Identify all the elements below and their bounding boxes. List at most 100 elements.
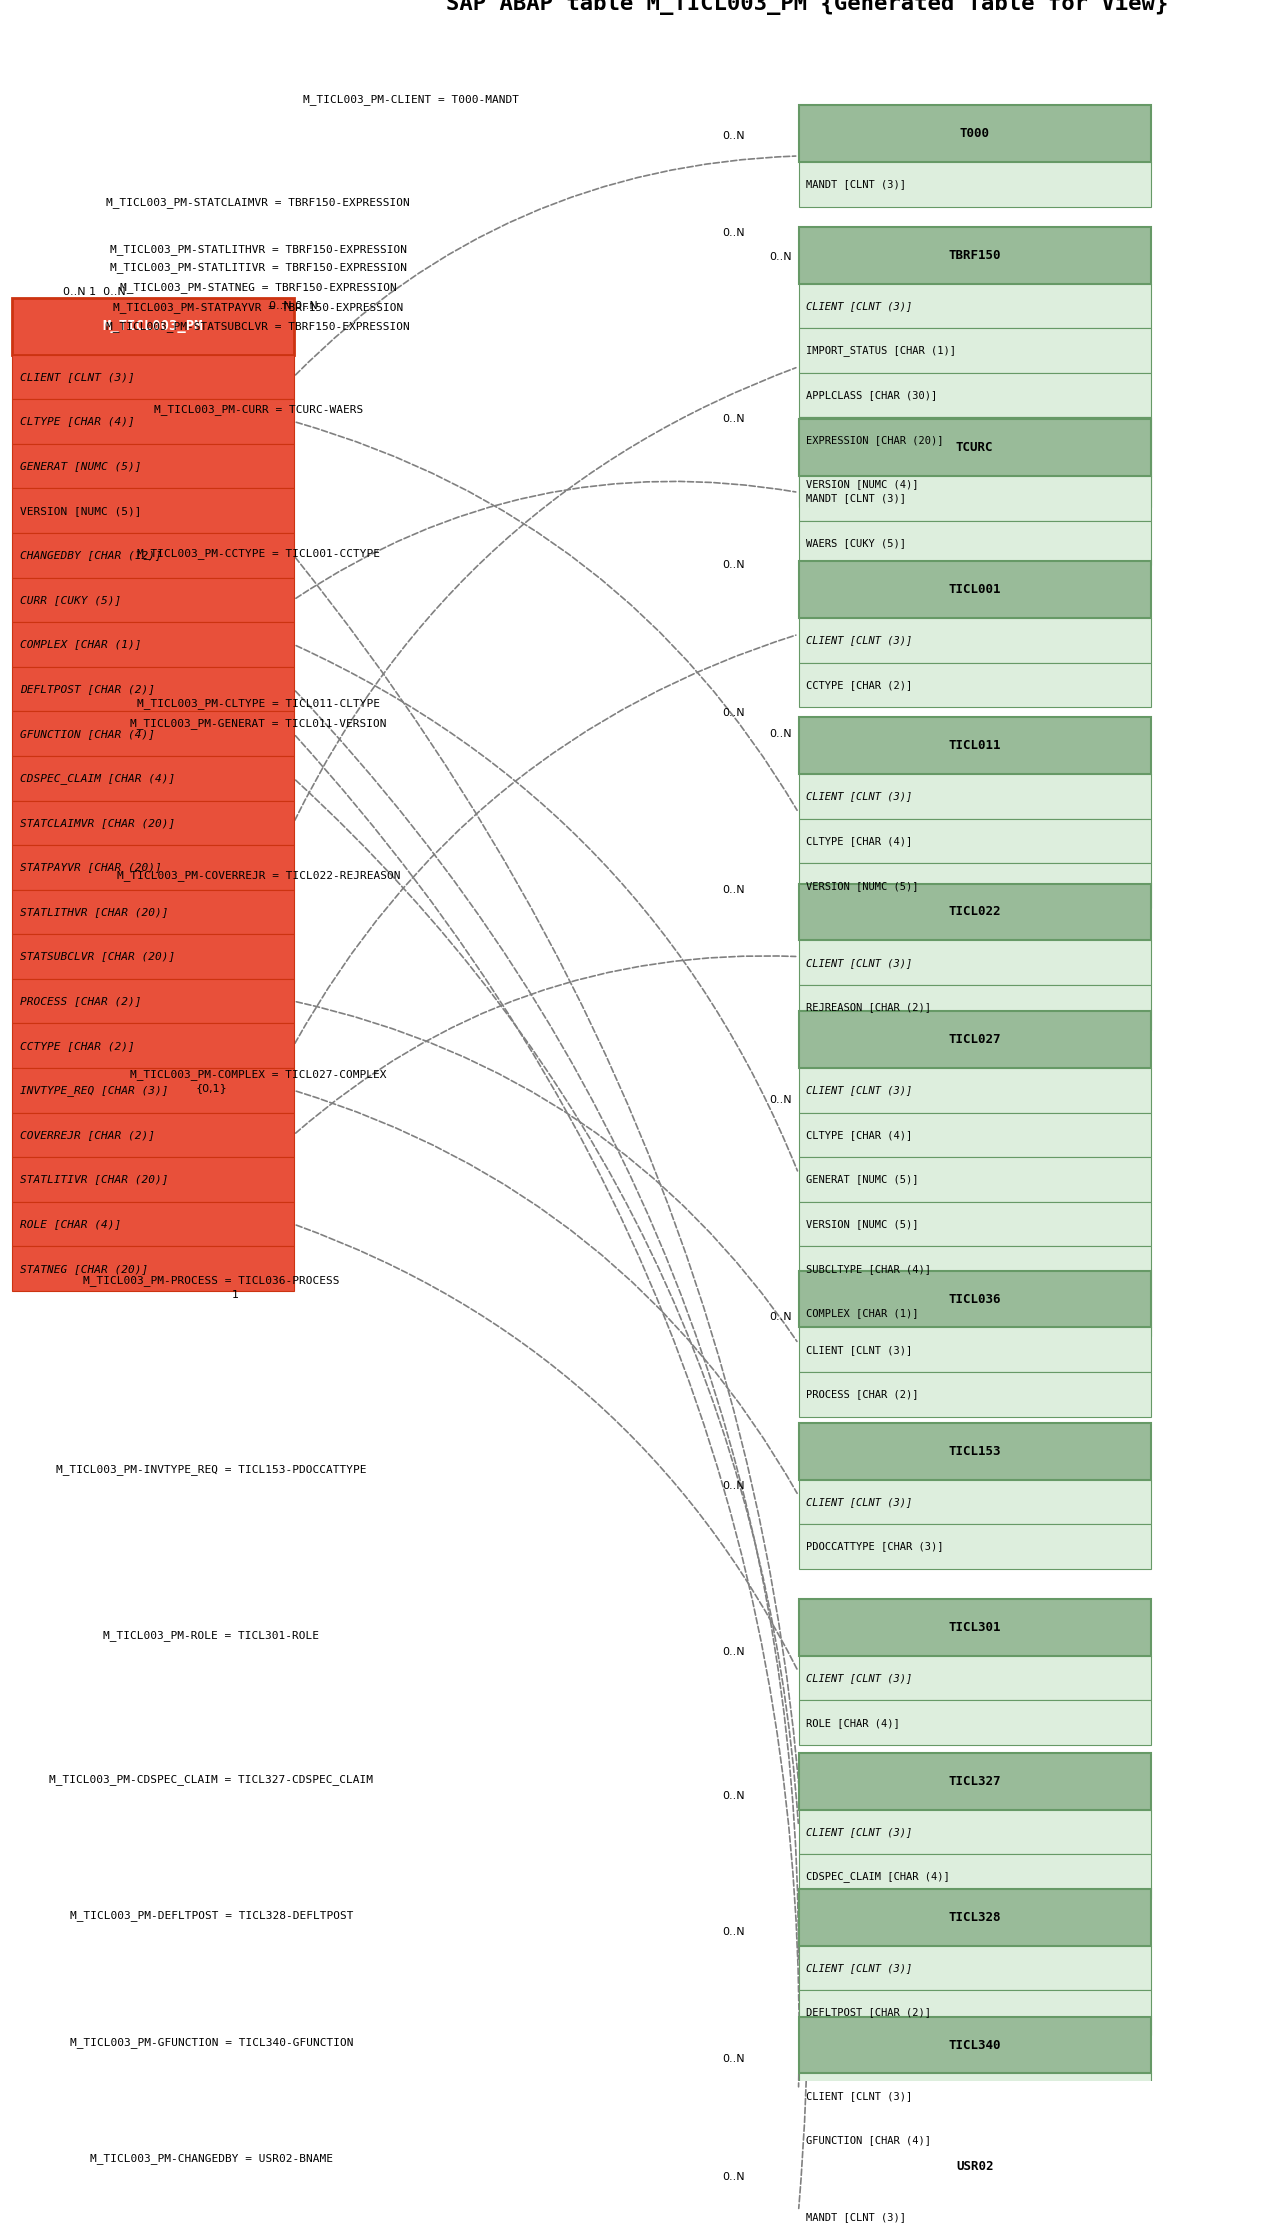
Text: INVTYPE_REQ [CHAR (3)]: INVTYPE_REQ [CHAR (3)] [20,1084,169,1095]
Text: CLIENT [CLNT (3)]: CLIENT [CLNT (3)] [806,1673,912,1682]
Text: PROCESS [CHAR (2)]: PROCESS [CHAR (2)] [806,1389,918,1400]
FancyBboxPatch shape [798,226,1150,284]
FancyBboxPatch shape [798,284,1150,329]
Text: COMPLEX [CHAR (1)]: COMPLEX [CHAR (1)] [806,1308,918,1319]
Text: MANDT [CLNT (3)]: MANDT [CLNT (3)] [806,179,906,190]
Text: STATLITIVR [CHAR (20)]: STATLITIVR [CHAR (20)] [20,1174,169,1185]
FancyBboxPatch shape [12,488,293,533]
Text: TICL036: TICL036 [948,1292,1000,1306]
Text: 1: 1 [232,1290,238,1299]
Text: 0..N: 0..N [722,1926,746,1938]
Text: CLIENT [CLNT (3)]: CLIENT [CLNT (3)] [806,1962,912,1973]
Text: M_TICL003_PM-COMPLEX = TICL027-COMPLEX: M_TICL003_PM-COMPLEX = TICL027-COMPLEX [131,1068,387,1080]
Text: M_TICL003_PM-ROLE = TICL301-ROLE: M_TICL003_PM-ROLE = TICL301-ROLE [104,1631,319,1642]
Text: CLIENT [CLNT (3)]: CLIENT [CLNT (3)] [20,372,135,381]
Text: M_TICL003_PM-PROCESS = TICL036-PROCESS: M_TICL003_PM-PROCESS = TICL036-PROCESS [83,1275,339,1286]
Text: SAP ABAP table M_TICL003_PM {Generated Table for View}: SAP ABAP table M_TICL003_PM {Generated T… [446,0,1168,16]
Text: STATCLAIMVR [CHAR (20)]: STATCLAIMVR [CHAR (20)] [20,818,175,829]
FancyBboxPatch shape [12,1068,293,1113]
Text: 0..N: 0..N [722,228,746,237]
Text: M_TICL003_PM-STATSUBCLVR = TBRF150-EXPRESSION: M_TICL003_PM-STATSUBCLVR = TBRF150-EXPRE… [106,320,410,332]
FancyBboxPatch shape [798,1991,1150,2034]
Text: CLTYPE [CHAR (4)]: CLTYPE [CHAR (4)] [20,417,135,426]
Text: MANDT [CLNT (3)]: MANDT [CLNT (3)] [806,493,906,504]
Text: TICL011: TICL011 [948,739,1000,753]
Text: CLIENT [CLNT (3)]: CLIENT [CLNT (3)] [806,1496,912,1508]
Text: CLIENT [CLNT (3)]: CLIENT [CLNT (3)] [806,791,912,802]
FancyBboxPatch shape [798,417,1150,461]
Text: GENERAT [NUMC (5)]: GENERAT [NUMC (5)] [20,461,141,470]
Text: M_TICL003_PM-CHANGEDBY = USR02-BNAME: M_TICL003_PM-CHANGEDBY = USR02-BNAME [90,2153,333,2164]
Text: M_TICL003_PM-STATLITIVR = TBRF150-EXPRESSION: M_TICL003_PM-STATLITIVR = TBRF150-EXPRES… [110,262,407,273]
Text: 0..N: 0..N [722,2054,746,2065]
Text: 0..N: 0..N [722,1481,746,1490]
FancyBboxPatch shape [798,105,1150,161]
Text: TBRF150: TBRF150 [948,249,1000,262]
FancyBboxPatch shape [798,1655,1150,1700]
FancyBboxPatch shape [798,941,1150,986]
FancyBboxPatch shape [798,1947,1150,1991]
Text: 0..N: 0..N [722,708,746,719]
FancyBboxPatch shape [12,1245,293,1290]
Text: STATPAYVR [CHAR (20)]: STATPAYVR [CHAR (20)] [20,862,161,871]
Text: 0..N: 0..N [770,253,792,262]
Text: CLIENT [CLNT (3)]: CLIENT [CLNT (3)] [806,1828,912,1837]
Text: ROLE [CHAR (4)]: ROLE [CHAR (4)] [20,1219,122,1230]
Text: PDOCCATTYPE [CHAR (3)]: PDOCCATTYPE [CHAR (3)] [806,1541,943,1552]
Text: IMPORT_STATUS [CHAR (1)]: IMPORT_STATUS [CHAR (1)] [806,345,956,356]
Text: COVERREJR [CHAR (2)]: COVERREJR [CHAR (2)] [20,1129,155,1140]
FancyBboxPatch shape [798,1113,1150,1158]
FancyBboxPatch shape [798,1010,1150,1068]
FancyBboxPatch shape [798,1270,1150,1328]
Text: CCTYPE [CHAR (2)]: CCTYPE [CHAR (2)] [20,1042,135,1051]
Text: M_TICL003_PM: M_TICL003_PM [102,320,202,334]
Text: VERSION [NUMC (5)]: VERSION [NUMC (5)] [806,880,918,892]
Text: VERSION [NUMC (4)]: VERSION [NUMC (4)] [806,479,918,488]
FancyBboxPatch shape [798,522,1150,564]
FancyBboxPatch shape [798,986,1150,1030]
Text: WAERS [CUKY (5)]: WAERS [CUKY (5)] [806,538,906,549]
FancyBboxPatch shape [798,1422,1150,1478]
FancyBboxPatch shape [798,562,1150,618]
Text: COMPLEX [CHAR (1)]: COMPLEX [CHAR (1)] [20,638,141,650]
Text: M_TICL003_PM-CDSPEC_CLAIM = TICL327-CDSPEC_CLAIM: M_TICL003_PM-CDSPEC_CLAIM = TICL327-CDSP… [50,1774,373,1785]
Text: CLIENT [CLNT (3)]: CLIENT [CLNT (3)] [806,1344,912,1355]
Text: T000: T000 [959,128,990,141]
FancyBboxPatch shape [12,1203,293,1245]
Text: 0..N: 0..N [722,1790,746,1801]
Text: M_TICL003_PM-CURR = TCURC-WAERS: M_TICL003_PM-CURR = TCURC-WAERS [154,403,363,414]
Text: M_TICL003_PM-INVTYPE_REQ = TICL153-PDOCCATTYPE: M_TICL003_PM-INVTYPE_REQ = TICL153-PDOCC… [56,1465,366,1474]
FancyBboxPatch shape [798,618,1150,663]
Text: 0..N 1  0..N: 0..N 1 0..N [63,287,126,296]
Text: USR02: USR02 [956,2159,993,2173]
Text: M_TICL003_PM-STATPAYVR = TBRF150-EXPRESSION: M_TICL003_PM-STATPAYVR = TBRF150-EXPRESS… [113,302,404,314]
FancyBboxPatch shape [12,979,293,1024]
Text: M_TICL003_PM-CCTYPE = TICL001-CCTYPE: M_TICL003_PM-CCTYPE = TICL001-CCTYPE [137,549,380,558]
FancyBboxPatch shape [798,883,1150,941]
Text: M_TICL003_PM-CLTYPE = TICL011-CLTYPE: M_TICL003_PM-CLTYPE = TICL011-CLTYPE [137,699,380,708]
FancyBboxPatch shape [798,2195,1150,2240]
Text: 0..N: 0..N [722,130,746,141]
FancyBboxPatch shape [12,712,293,755]
Text: TICL328: TICL328 [948,1911,1000,1924]
Text: M_TICL003_PM-STATLITHVR = TBRF150-EXPRESSION: M_TICL003_PM-STATLITHVR = TBRF150-EXPRES… [110,244,407,255]
Text: SUBCLTYPE [CHAR (4)]: SUBCLTYPE [CHAR (4)] [806,1263,930,1275]
FancyBboxPatch shape [798,1810,1150,1855]
FancyBboxPatch shape [798,372,1150,417]
FancyBboxPatch shape [798,419,1150,477]
FancyBboxPatch shape [798,663,1150,708]
FancyBboxPatch shape [798,1855,1150,1900]
FancyBboxPatch shape [798,820,1150,862]
FancyBboxPatch shape [12,444,293,488]
Text: M_TICL003_PM-STATNEG = TBRF150-EXPRESSION: M_TICL003_PM-STATNEG = TBRF150-EXPRESSIO… [120,282,397,293]
FancyBboxPatch shape [798,1599,1150,1655]
Text: {0,1}: {0,1} [196,1084,227,1093]
Text: TICL027: TICL027 [948,1033,1000,1046]
Text: TICL340: TICL340 [948,2038,1000,2052]
Text: TICL327: TICL327 [948,1774,1000,1788]
FancyBboxPatch shape [798,1328,1150,1373]
FancyBboxPatch shape [798,717,1150,775]
FancyBboxPatch shape [12,354,293,399]
FancyBboxPatch shape [798,1068,1150,1113]
FancyBboxPatch shape [798,2074,1150,2119]
